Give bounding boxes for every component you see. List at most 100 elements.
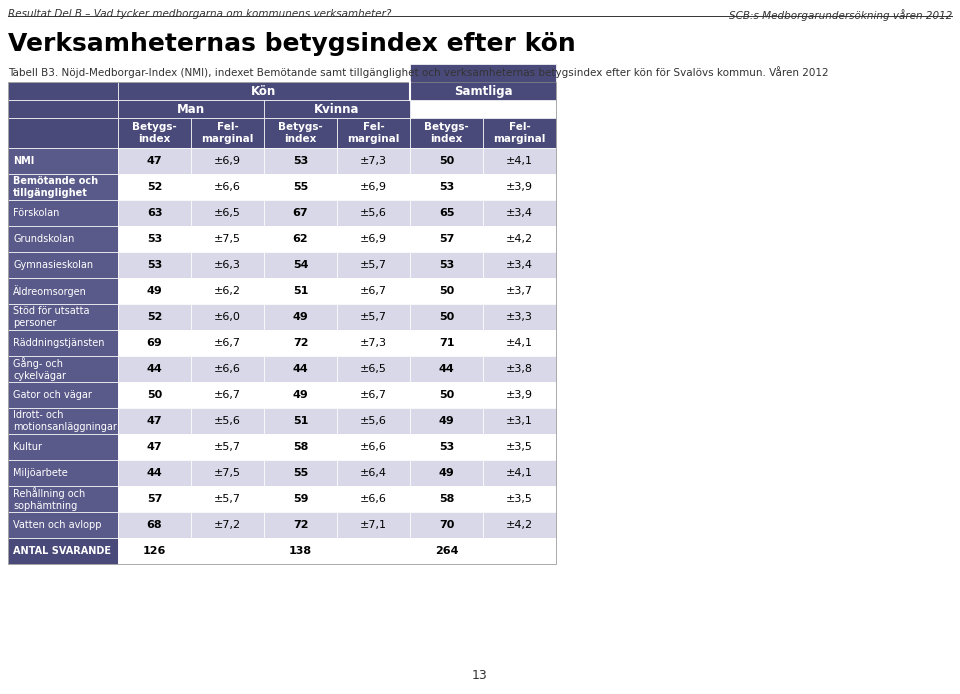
Bar: [483, 538, 556, 564]
Text: ±5,6: ±5,6: [360, 208, 387, 218]
Text: ±4,1: ±4,1: [506, 338, 533, 348]
Text: 55: 55: [293, 468, 308, 478]
Text: 50: 50: [439, 390, 454, 400]
Text: ±6,3: ±6,3: [214, 260, 241, 270]
Text: ±6,9: ±6,9: [214, 156, 241, 166]
Bar: [410, 252, 483, 278]
Bar: [264, 252, 337, 278]
Text: ±7,3: ±7,3: [360, 338, 387, 348]
Bar: [118, 330, 191, 356]
Text: 49: 49: [147, 286, 162, 296]
Bar: [337, 538, 410, 564]
Bar: [191, 434, 264, 460]
Text: SCB:s Medborgarundersökning våren 2012: SCB:s Medborgarundersökning våren 2012: [729, 9, 952, 21]
Text: 50: 50: [147, 390, 162, 400]
Bar: [483, 148, 556, 174]
Bar: [337, 148, 410, 174]
Text: ±5,7: ±5,7: [360, 260, 387, 270]
Bar: [483, 486, 556, 512]
Bar: [410, 64, 556, 100]
Text: 63: 63: [147, 208, 162, 218]
Text: 52: 52: [147, 182, 162, 192]
Bar: [191, 408, 264, 434]
Bar: [118, 486, 191, 512]
Text: 65: 65: [439, 208, 454, 218]
Text: 49: 49: [293, 312, 308, 322]
Text: 44: 44: [293, 364, 308, 374]
Bar: [8, 512, 118, 538]
Bar: [337, 434, 410, 460]
Bar: [337, 382, 410, 408]
Text: 264: 264: [435, 546, 458, 556]
Bar: [337, 512, 410, 538]
Text: Fel-
marginal: Fel- marginal: [493, 122, 545, 144]
Text: 44: 44: [147, 468, 162, 478]
Bar: [191, 226, 264, 252]
Text: Äldreomsorgen: Äldreomsorgen: [13, 285, 86, 297]
Text: ±7,5: ±7,5: [214, 234, 241, 244]
Text: 58: 58: [293, 442, 308, 452]
Text: ±4,2: ±4,2: [506, 234, 533, 244]
Bar: [191, 278, 264, 304]
Text: Fel-
marginal: Fel- marginal: [202, 122, 253, 144]
Bar: [337, 304, 410, 330]
Text: 62: 62: [293, 234, 308, 244]
Text: Betygs-
index: Betygs- index: [132, 122, 177, 144]
Bar: [118, 226, 191, 252]
Bar: [8, 252, 118, 278]
Bar: [410, 118, 483, 148]
Text: ±6,0: ±6,0: [214, 312, 241, 322]
Bar: [410, 434, 483, 460]
Bar: [483, 252, 556, 278]
Bar: [264, 278, 337, 304]
Bar: [483, 460, 556, 486]
Bar: [264, 118, 337, 148]
Bar: [8, 538, 118, 564]
Bar: [337, 278, 410, 304]
Bar: [483, 278, 556, 304]
Text: Kvinna: Kvinna: [314, 103, 360, 115]
Text: ±6,6: ±6,6: [214, 182, 241, 192]
Bar: [410, 148, 483, 174]
Bar: [191, 148, 264, 174]
Bar: [483, 174, 556, 200]
Text: 52: 52: [147, 312, 162, 322]
Text: 59: 59: [293, 494, 308, 504]
Bar: [118, 408, 191, 434]
Text: ±5,6: ±5,6: [360, 416, 387, 426]
Text: ±6,7: ±6,7: [214, 390, 241, 400]
Text: 47: 47: [147, 416, 162, 426]
Bar: [337, 252, 410, 278]
Text: 72: 72: [293, 338, 308, 348]
Bar: [264, 200, 337, 226]
Bar: [483, 434, 556, 460]
Bar: [118, 538, 191, 564]
Bar: [410, 278, 483, 304]
Text: Fel-
marginal: Fel- marginal: [348, 122, 399, 144]
Text: ±3,8: ±3,8: [506, 364, 533, 374]
Text: Stöd för utsatta
personer: Stöd för utsatta personer: [13, 306, 89, 328]
Bar: [118, 148, 191, 174]
Bar: [118, 304, 191, 330]
Text: 58: 58: [439, 494, 454, 504]
Bar: [337, 330, 410, 356]
Bar: [8, 434, 118, 460]
Text: ±3,4: ±3,4: [506, 260, 533, 270]
Text: 49: 49: [439, 468, 454, 478]
Text: 53: 53: [439, 182, 454, 192]
Bar: [337, 408, 410, 434]
Bar: [483, 118, 556, 148]
Text: ±6,5: ±6,5: [214, 208, 241, 218]
Text: ±5,7: ±5,7: [214, 442, 241, 452]
Text: ±7,2: ±7,2: [214, 520, 241, 530]
Text: 44: 44: [439, 364, 454, 374]
Text: ±3,5: ±3,5: [506, 442, 533, 452]
Text: ±3,5: ±3,5: [506, 494, 533, 504]
Bar: [8, 226, 118, 252]
Bar: [337, 200, 410, 226]
Bar: [8, 200, 118, 226]
Text: 50: 50: [439, 286, 454, 296]
Bar: [118, 382, 191, 408]
Text: ±6,7: ±6,7: [360, 286, 387, 296]
Bar: [8, 148, 118, 174]
